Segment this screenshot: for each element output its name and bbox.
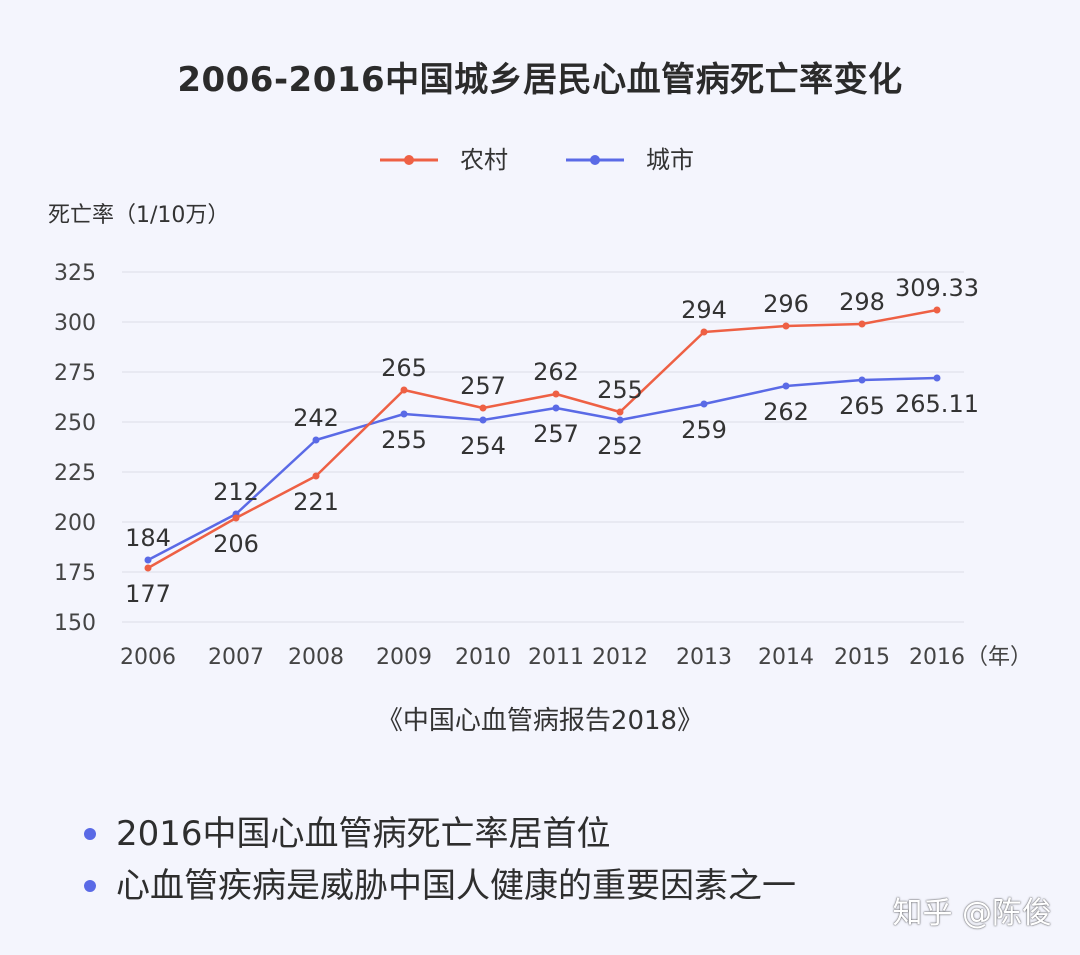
- data-label-urban: 255: [381, 426, 427, 454]
- data-label-rural: 255: [597, 376, 643, 404]
- chart-title: 2006-2016中国城乡居民心血管病死亡率变化: [177, 60, 903, 100]
- data-point: [858, 320, 866, 328]
- x-tick-label: 2014: [758, 645, 814, 670]
- data-label-urban: 259: [681, 416, 727, 444]
- data-point: [933, 374, 941, 382]
- data-point: [400, 410, 408, 418]
- data-point: [933, 306, 941, 314]
- data-point: [552, 390, 560, 398]
- data-point: [312, 472, 320, 480]
- x-tick-label: 2011: [528, 645, 584, 670]
- data-point: [479, 416, 487, 424]
- y-axis-label: 死亡率（1/10万）: [48, 203, 229, 228]
- x-tick-label: 2016: [909, 645, 965, 670]
- legend-marker: [404, 155, 414, 165]
- x-tick-label: 2013: [676, 645, 732, 670]
- data-label-urban: 252: [597, 432, 643, 460]
- data-label-urban: 184: [125, 524, 171, 552]
- data-label-urban: 265: [839, 392, 885, 420]
- x-tick-label: 2015: [834, 645, 890, 670]
- data-label-rural: 206: [213, 530, 259, 558]
- data-point: [616, 408, 624, 416]
- data-label-urban: 242: [293, 404, 339, 432]
- data-point: [700, 328, 708, 336]
- bullet-dot-icon: [84, 828, 96, 840]
- data-point: [400, 386, 408, 394]
- data-point: [616, 416, 624, 424]
- series-line-urban: [147, 376, 938, 562]
- watermark: 知乎 @陈俊: [892, 896, 1052, 931]
- y-tick-label: 300: [54, 311, 96, 336]
- bullet-list: 2016中国心血管病死亡率居首位 心血管疾病是威胁中国人健康的重要因素之一: [84, 808, 796, 912]
- data-point: [700, 400, 708, 408]
- legend-label: 农村: [460, 146, 508, 174]
- x-tick-label: 2010: [455, 645, 511, 670]
- data-label-rural: 294: [681, 296, 727, 324]
- data-point: [479, 404, 487, 412]
- y-tick-label: 325: [54, 261, 96, 286]
- y-tick-label: 200: [54, 511, 96, 536]
- data-label-urban: 254: [460, 432, 506, 460]
- source-citation: 《中国心血管病报告2018》: [376, 706, 704, 736]
- bullet-dot-icon: [84, 880, 96, 892]
- bullet-text: 2016中国心血管病死亡率居首位: [116, 814, 611, 854]
- data-label-urban: 257: [533, 420, 579, 448]
- bullet-text: 心血管疾病是威胁中国人健康的重要因素之一: [116, 866, 796, 906]
- data-label-urban: 212: [213, 478, 259, 506]
- bullet-item: 2016中国心血管病死亡率居首位: [84, 808, 796, 860]
- data-label-urban: 262: [763, 398, 809, 426]
- x-tick-label: 2012: [592, 645, 648, 670]
- data-label-rural: 309.33: [895, 274, 979, 302]
- y-tick-label: 250: [54, 411, 96, 436]
- x-tick-label: 2007: [208, 645, 264, 670]
- legend-label: 城市: [646, 146, 694, 174]
- data-label-rural: 298: [839, 288, 885, 316]
- line-chart: 150 175 200 225 250 275 300 325 死亡率（1/10万） 2006 20…: [48, 146, 1032, 670]
- data-label-rural: 265: [381, 354, 427, 382]
- data-point: [232, 514, 240, 522]
- y-tick-label: 175: [54, 561, 96, 586]
- legend-marker: [590, 155, 600, 165]
- y-tick-label: 275: [54, 361, 96, 386]
- data-point: [144, 556, 152, 564]
- y-tick-label: 150: [54, 611, 96, 636]
- data-point: [858, 376, 866, 384]
- y-tick-label: 225: [54, 461, 96, 486]
- data-point: [552, 404, 560, 412]
- data-label-rural: 177: [125, 580, 171, 608]
- data-point: [782, 382, 790, 390]
- data-point: [312, 436, 320, 444]
- data-point: [782, 322, 790, 330]
- x-axis-label: （年）: [966, 645, 1032, 670]
- data-label-rural: 257: [460, 372, 506, 400]
- data-point: [144, 564, 152, 572]
- data-label-urban: 265.11: [895, 390, 979, 418]
- data-label-rural: 296: [763, 290, 809, 318]
- x-tick-label: 2009: [376, 645, 432, 670]
- x-tick-label: 2006: [120, 645, 176, 670]
- x-tick-label: 2008: [288, 645, 344, 670]
- bullet-item: 心血管疾病是威胁中国人健康的重要因素之一: [84, 860, 796, 912]
- data-label-rural: 262: [533, 358, 579, 386]
- data-label-rural: 221: [293, 488, 339, 516]
